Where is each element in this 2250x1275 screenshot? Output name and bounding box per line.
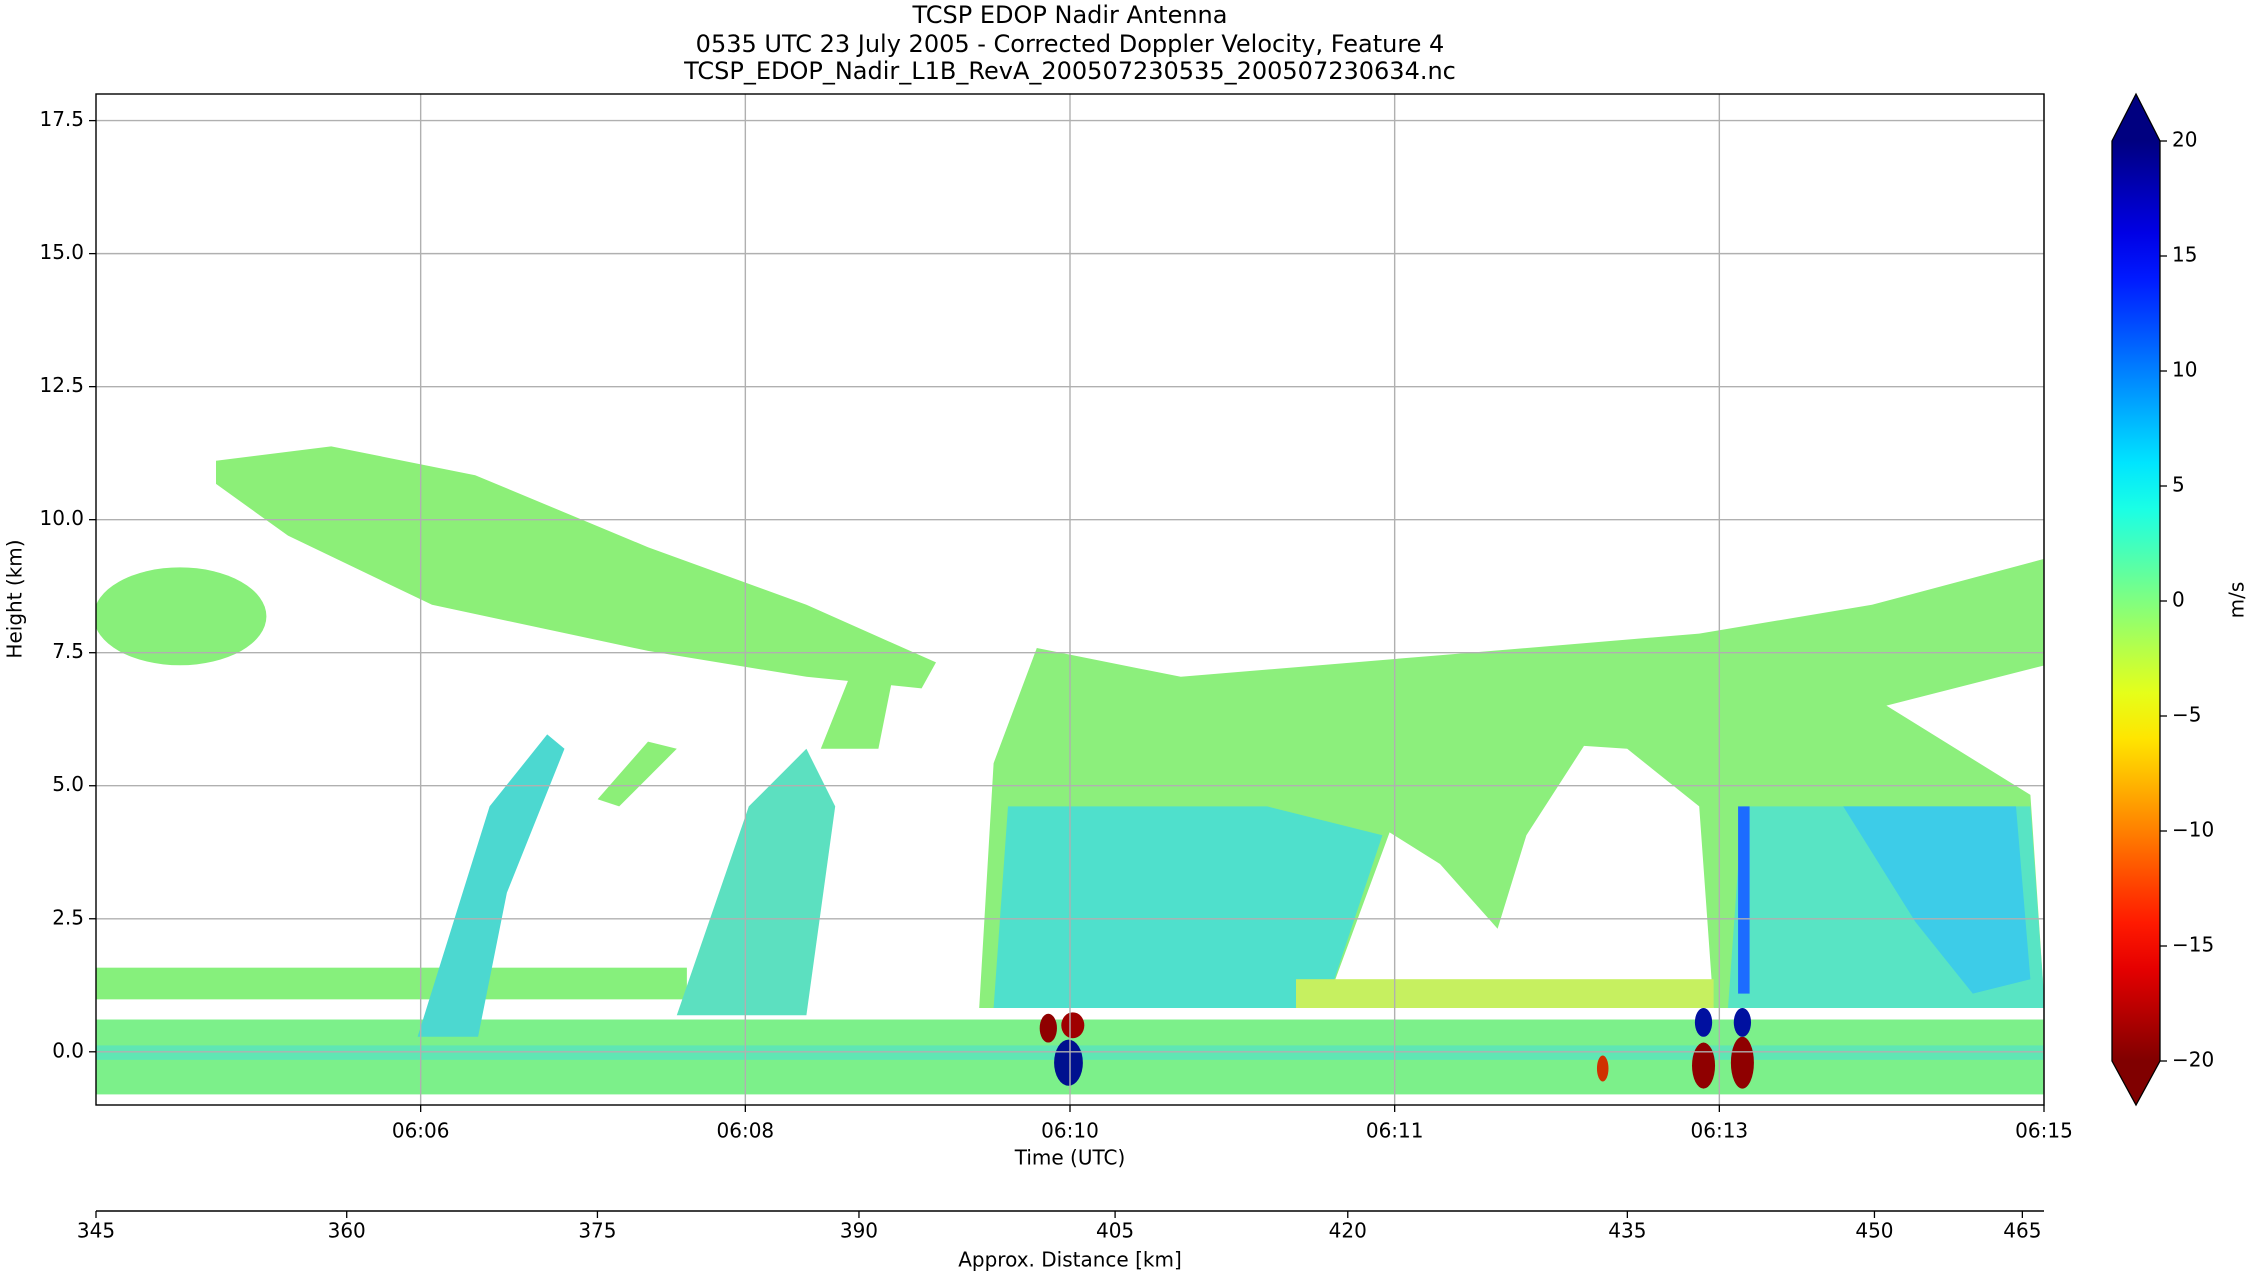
- colorbar-label: m/s: [2225, 582, 2249, 619]
- y-tick-label: 15.0: [39, 240, 84, 264]
- colorbar-tick-label: 20: [2172, 128, 2197, 152]
- colorbar-tick-label: 10: [2172, 358, 2197, 382]
- x-tick-label: 06:11: [1366, 1119, 1424, 1143]
- colorbar-tick-label: 15: [2172, 243, 2197, 267]
- colorbar-tick-label: −20: [2172, 1048, 2214, 1072]
- title-line: TCSP EDOP Nadir Antenna: [912, 1, 1228, 29]
- distance-tick-label: 345: [77, 1219, 115, 1243]
- distance-tick-label: 420: [1329, 1219, 1367, 1243]
- y-axis-label: Height (km): [3, 539, 27, 658]
- colorbar-tick-label: 0: [2172, 588, 2185, 612]
- distance-tick-label: 360: [328, 1219, 366, 1243]
- echo-field: [96, 446, 2044, 1095]
- distance-tick-label: 375: [578, 1219, 616, 1243]
- colorbar-extend-max: [2112, 94, 2160, 141]
- y-tick-label: 2.5: [52, 905, 84, 929]
- distance-tick-label: 465: [2003, 1219, 2041, 1243]
- colorbar-tick-label: −5: [2172, 703, 2201, 727]
- axes: 0.0 2.5 5.0 7.5 10.0 12.5 15.0 17.5 06:06 06:08 06…: [39, 92, 2214, 1243]
- title-line: TCSP_EDOP_Nadir_L1B_RevA_200507230535_20…: [683, 57, 1456, 85]
- y-tick-label: 7.5: [52, 639, 84, 663]
- plot-frame: [95, 93, 2045, 1106]
- x-tick-label: 06:13: [1691, 1119, 1749, 1143]
- distance-tick-label: 405: [1096, 1219, 1134, 1243]
- y-tick-label: 10.0: [39, 506, 84, 530]
- colorbar-tick-label: −15: [2172, 933, 2214, 957]
- colorbar-extend-min: [2112, 1061, 2160, 1105]
- y-tick-label: 12.5: [39, 373, 84, 397]
- y-tick-label: 0.0: [52, 1038, 84, 1062]
- x-axis-label: Time (UTC): [1014, 1146, 1126, 1170]
- y-tick-label: 5.0: [52, 772, 84, 796]
- x-tick-label: 06:06: [392, 1119, 450, 1143]
- title-line: 0535 UTC 23 July 2005 - Corrected Dopple…: [696, 30, 1445, 58]
- x-tick-label: 06:08: [717, 1119, 775, 1143]
- distance-tick-label: 435: [1608, 1219, 1646, 1243]
- colorbar: [2112, 141, 2160, 1061]
- colorbar-tick-label: 5: [2172, 473, 2185, 497]
- y-tick-label: 17.5: [39, 107, 84, 131]
- x-tick-label: 06:15: [2015, 1119, 2073, 1143]
- colorbar-tick-label: −10: [2172, 818, 2214, 842]
- x-tick-label: 06:10: [1041, 1119, 1099, 1143]
- distance-tick-label: 390: [840, 1219, 878, 1243]
- distance-axis-label: Approx. Distance [km]: [958, 1248, 1182, 1272]
- distance-tick-label: 450: [1855, 1219, 1893, 1243]
